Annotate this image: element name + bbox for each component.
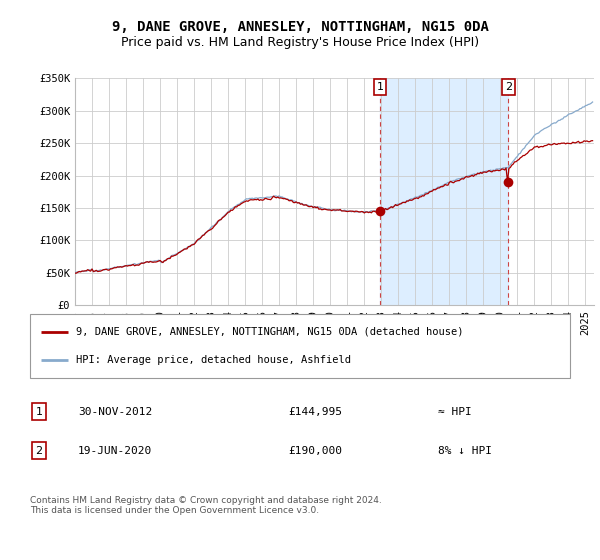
Text: £190,000: £190,000: [288, 446, 342, 456]
Text: 30-NOV-2012: 30-NOV-2012: [78, 407, 152, 417]
Text: £144,995: £144,995: [288, 407, 342, 417]
Text: Price paid vs. HM Land Registry's House Price Index (HPI): Price paid vs. HM Land Registry's House …: [121, 36, 479, 49]
Text: HPI: Average price, detached house, Ashfield: HPI: Average price, detached house, Ashf…: [76, 355, 351, 365]
Text: 2: 2: [35, 446, 43, 456]
Text: 9, DANE GROVE, ANNESLEY, NOTTINGHAM, NG15 0DA (detached house): 9, DANE GROVE, ANNESLEY, NOTTINGHAM, NG1…: [76, 326, 463, 337]
Text: Contains HM Land Registry data © Crown copyright and database right 2024.
This d: Contains HM Land Registry data © Crown c…: [30, 496, 382, 515]
Text: 1: 1: [376, 82, 383, 92]
Text: 2: 2: [505, 82, 512, 92]
Text: 19-JUN-2020: 19-JUN-2020: [78, 446, 152, 456]
Text: 8% ↓ HPI: 8% ↓ HPI: [438, 446, 492, 456]
Bar: [380, 78, 508, 305]
Text: 1: 1: [35, 407, 43, 417]
Text: 9, DANE GROVE, ANNESLEY, NOTTINGHAM, NG15 0DA: 9, DANE GROVE, ANNESLEY, NOTTINGHAM, NG1…: [112, 20, 488, 34]
FancyBboxPatch shape: [30, 314, 570, 378]
Text: ≈ HPI: ≈ HPI: [438, 407, 472, 417]
